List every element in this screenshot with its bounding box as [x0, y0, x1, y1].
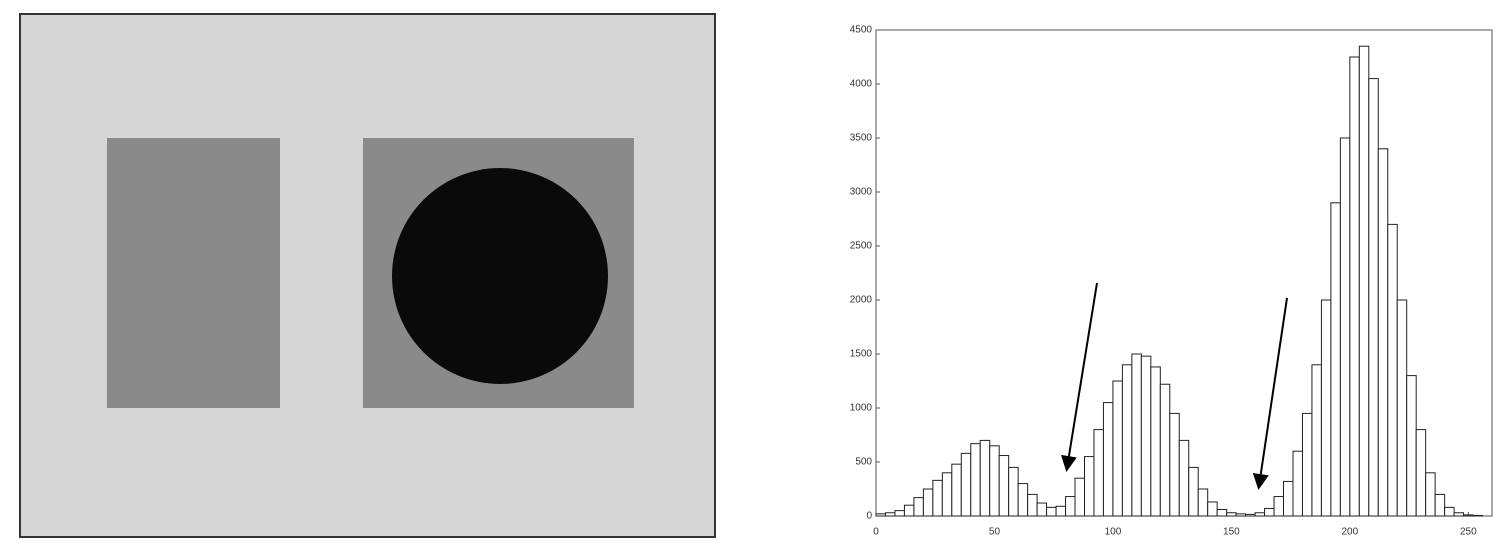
bar [1207, 501, 1218, 517]
bar [1358, 45, 1370, 517]
bar [1131, 353, 1142, 517]
bar [1472, 514, 1484, 517]
bar [1463, 514, 1474, 517]
bar [1159, 383, 1171, 517]
bar [1065, 496, 1076, 517]
x-tick-label: 0 [873, 527, 879, 538]
bar [1387, 223, 1398, 517]
bar [1434, 493, 1446, 517]
bar [1197, 488, 1209, 517]
histogram-chart: 0 500 1000 1500 2000 2500 3000 3500 4000 4500 0 50 1… [850, 25, 1493, 538]
bar [1017, 483, 1029, 517]
bar [1027, 493, 1038, 517]
bar [913, 497, 924, 517]
bar [1273, 496, 1285, 517]
bar [1339, 137, 1351, 517]
bar [1320, 299, 1332, 517]
bar [970, 443, 981, 517]
input-image [19, 13, 716, 538]
bar [884, 512, 896, 517]
bar [1330, 202, 1341, 517]
bar [1036, 502, 1048, 517]
bar [1216, 509, 1228, 517]
y-tick-label: 4500 [850, 25, 873, 36]
y-tick-label: 3500 [850, 133, 873, 144]
bar [1046, 506, 1057, 517]
y-tick-label: 2500 [850, 241, 873, 252]
bar [1283, 480, 1294, 517]
bar [998, 455, 1010, 517]
bar [1112, 380, 1123, 517]
y-tick-label: 1500 [850, 349, 873, 360]
x-tick-label: 200 [1342, 527, 1359, 538]
bar [1396, 299, 1408, 517]
bar [875, 513, 886, 517]
y-tick-label: 2000 [850, 295, 873, 306]
x-tick-label: 100 [1105, 527, 1122, 538]
bar [1093, 429, 1104, 517]
bar [1188, 466, 1199, 517]
bar [941, 472, 953, 517]
bar [922, 488, 934, 517]
bar [1150, 366, 1161, 517]
bar [1453, 512, 1465, 517]
arrows [1061, 282, 1288, 490]
bar [1292, 450, 1303, 517]
bar [894, 510, 905, 517]
bar [1083, 456, 1095, 517]
bar [1140, 355, 1152, 517]
bar [1102, 402, 1114, 517]
bar [1055, 505, 1067, 517]
bar [979, 439, 991, 517]
bar [1368, 78, 1379, 517]
y-tick-label: 500 [855, 457, 872, 468]
x-tick-label: 50 [989, 527, 1001, 538]
bar [1301, 412, 1313, 517]
y-tick-label: 3000 [850, 187, 873, 198]
bar [1245, 513, 1256, 517]
y-tick-label: 1000 [850, 403, 873, 414]
dark-circle [392, 168, 608, 384]
bar [1377, 148, 1389, 517]
bar [989, 445, 1000, 517]
bar [1406, 375, 1417, 517]
y-tick-label: 4000 [850, 79, 873, 90]
arrow [1061, 282, 1098, 472]
bar [960, 452, 972, 517]
bar [1444, 506, 1455, 517]
arrow [1252, 297, 1288, 490]
y-tick-label: 0 [866, 511, 872, 522]
x-tick-label: 250 [1460, 527, 1477, 538]
bar [1311, 364, 1322, 517]
bar [1074, 477, 1085, 517]
bar [1008, 466, 1019, 517]
bar [1264, 507, 1275, 517]
x-tick-label: 150 [1223, 527, 1240, 538]
bar [1425, 472, 1436, 517]
bar [932, 479, 943, 517]
bar [1415, 429, 1427, 517]
bar [1349, 56, 1360, 517]
bar [951, 463, 962, 517]
bar [1169, 412, 1180, 517]
bar [1226, 512, 1237, 517]
bar [1121, 364, 1133, 517]
bar [903, 504, 915, 517]
bar [1235, 513, 1247, 517]
bar [1178, 439, 1190, 517]
gray-rectangle [107, 138, 280, 408]
bar [1254, 512, 1266, 517]
